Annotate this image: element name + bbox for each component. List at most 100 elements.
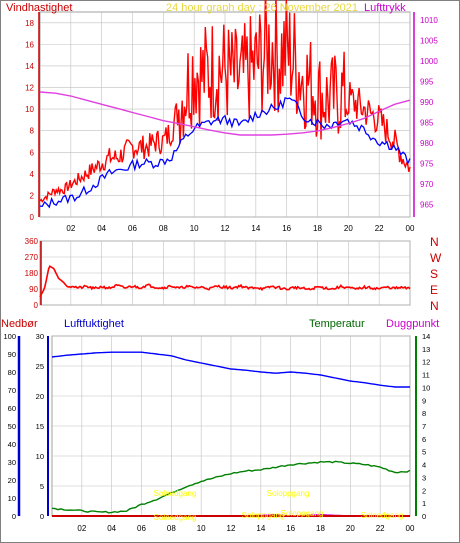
temperature-tick-label: 2 (422, 486, 426, 495)
pressure-line (39, 91, 411, 136)
temperature-tick-label: 4 (422, 461, 426, 470)
y-tick-label-right: 970 (420, 180, 434, 189)
temperature-tick-label: 3 (422, 473, 426, 482)
x-tick-label: 20 (344, 224, 353, 233)
rain-tick-label: 10 (8, 494, 16, 503)
x-tick-label: 06 (137, 524, 146, 533)
humidity-tick-label: 20 (36, 392, 44, 401)
dewpoint-axis-label: Duggpunkt (386, 318, 439, 330)
sun-annotation: Soloppgang (242, 511, 285, 520)
temperature-tick-label: 8 (422, 409, 426, 418)
sun-annotation: Solnedgang (154, 489, 197, 498)
x-tick-label: 22 (376, 524, 385, 533)
humidity-tick-label: 5 (40, 482, 44, 491)
x-tick-label: 10 (190, 224, 199, 233)
wind-direction-line (39, 265, 411, 298)
x-tick-label: 20 (346, 524, 355, 533)
rain-tick-label: 0 (12, 512, 16, 521)
rain-tick-label: 90 (8, 350, 16, 359)
y-tick-label: 360 (25, 237, 39, 246)
y-tick-label-right: 965 (420, 201, 434, 210)
x-tick-label: 10 (197, 524, 206, 533)
x-tick-label: 00 (406, 524, 415, 533)
series-line-temperatur (51, 460, 411, 514)
y-tick-label-right: 995 (420, 78, 434, 87)
y-tick-label-right: 990 (420, 98, 434, 107)
compass-label: N (430, 299, 439, 313)
x-tick-label: 22 (375, 224, 384, 233)
sun-annotation: Soloppgang (281, 509, 324, 518)
temperature-tick-label: 5 (422, 448, 426, 457)
rain-tick-label: 80 (8, 368, 16, 377)
y-tick-label-right: 1000 (420, 57, 438, 66)
compass-label: W (430, 251, 442, 265)
humidity-tick-label: 10 (36, 452, 44, 461)
y-tick-label: 270 (25, 253, 39, 262)
rain-tick-label: 70 (8, 386, 16, 395)
sun-annotation: Soloppgang (267, 489, 310, 498)
temperature-tick-label: 6 (422, 435, 426, 444)
x-tick-label: 04 (97, 224, 106, 233)
y-tick-label-left: 10 (25, 105, 34, 114)
temperature-tick-label: 12 (422, 358, 430, 367)
rain-tick-label: 20 (8, 476, 16, 485)
y-tick-label: 180 (25, 269, 39, 278)
x-tick-label: 12 (221, 224, 230, 233)
graph-title: 24 hour graph day : 26 November 2021 (166, 2, 358, 14)
rain-tick-label: 60 (8, 404, 16, 413)
y-tick-label-right: 1010 (420, 16, 438, 25)
wind-pressure-panel: 02 04 06 08 10 12 14 16 18 20 22 000246810121416189… (25, 0, 438, 233)
rain-axis-label: Nedbør (1, 318, 38, 330)
temperature-tick-label: 9 (422, 396, 426, 405)
wind-average-line (39, 96, 411, 209)
y-tick-label-left: 14 (25, 62, 34, 71)
x-tick-label: 14 (256, 524, 265, 533)
x-tick-label: 00 (406, 224, 415, 233)
rain-tick-label: 40 (8, 440, 16, 449)
y-tick-label-left: 0 (30, 213, 35, 222)
x-tick-label: 12 (227, 524, 236, 533)
y-tick-label-left: 4 (30, 170, 35, 179)
temperature-tick-label: 10 (422, 383, 430, 392)
y-tick-label-right: 985 (420, 119, 434, 128)
humidity-tick-label: 25 (36, 362, 44, 371)
y-tick-label-right: 975 (420, 160, 434, 169)
y-tick-label-left: 8 (30, 127, 35, 136)
y-tick-label-left: 18 (25, 19, 34, 28)
y-tick-label-left: 16 (25, 40, 34, 49)
x-tick-label: 06 (128, 224, 137, 233)
x-tick-label: 14 (251, 224, 260, 233)
y-tick-label: 90 (29, 285, 38, 294)
temperature-tick-label: 0 (422, 512, 426, 521)
x-tick-label: 02 (66, 224, 75, 233)
x-tick-label: 08 (159, 224, 168, 233)
temperature-tick-label: 13 (422, 345, 430, 354)
x-tick-label: 04 (107, 524, 116, 533)
series-line-luftfuktighet (51, 351, 410, 388)
y-tick-label: 0 (34, 301, 39, 310)
x-tick-label: 16 (286, 524, 295, 533)
temperature-tick-label: 1 (422, 499, 426, 508)
humidity-tick-label: 15 (36, 422, 44, 431)
sun-annotation: Solnedgang (361, 511, 404, 520)
y-tick-label-left: 2 (30, 191, 35, 200)
x-tick-label: 18 (313, 224, 322, 233)
wind-gust-line (39, 0, 411, 203)
temperature-axis-label: Temperatur (309, 318, 365, 330)
compass-label: S (430, 267, 438, 281)
y-tick-label-right: 980 (420, 139, 434, 148)
y-tick-label-left: 6 (30, 148, 35, 157)
x-tick-label: 18 (316, 524, 325, 533)
rain-tick-label: 50 (8, 422, 16, 431)
humidity-tick-label: 30 (36, 332, 44, 341)
rain-tick-label: 100 (3, 332, 16, 341)
compass-label: E (430, 283, 438, 297)
rain-tick-label: 30 (8, 458, 16, 467)
y-tick-label-right: 1005 (420, 37, 438, 46)
temperature-tick-label: 14 (422, 332, 430, 341)
pressure-axis-label: Lufttrykk (364, 2, 406, 14)
temperature-tick-label: 11 (422, 371, 430, 380)
